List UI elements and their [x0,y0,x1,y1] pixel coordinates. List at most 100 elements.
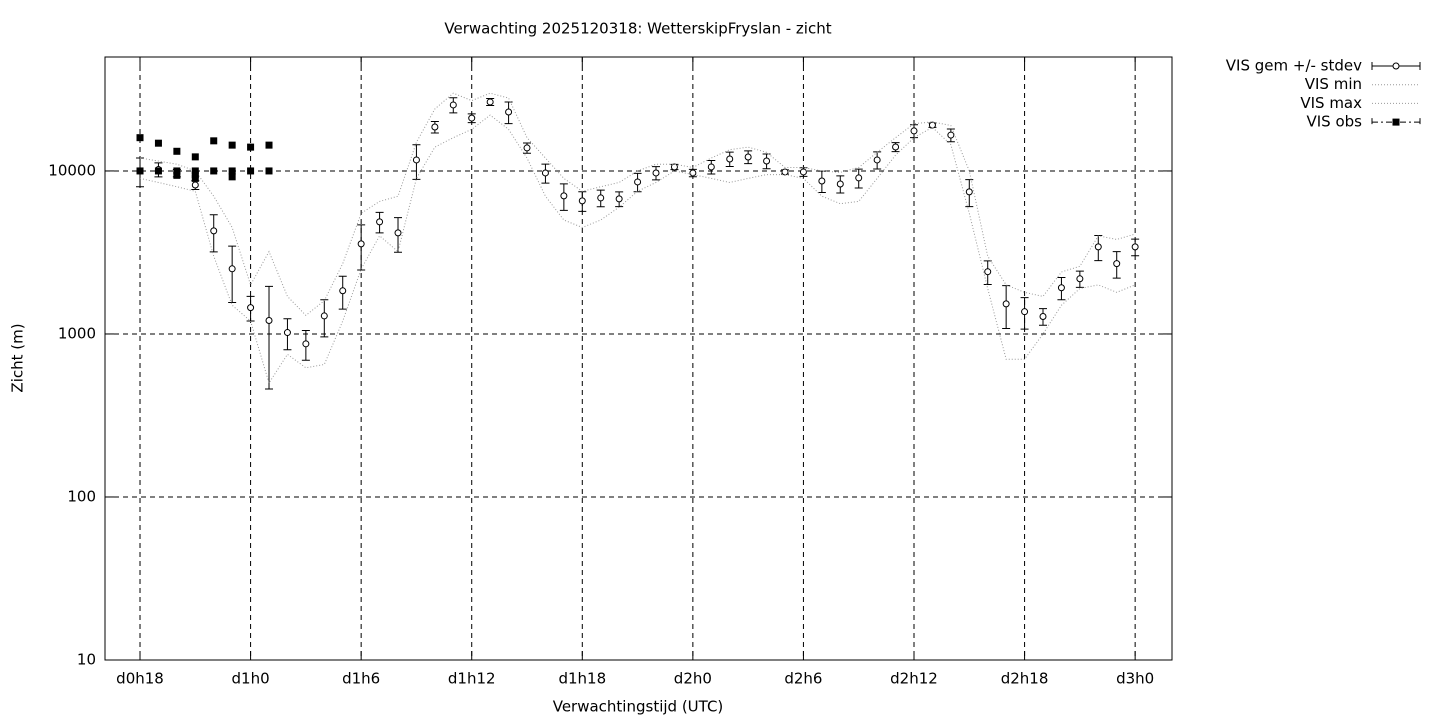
mean-point [818,177,826,185]
obs-point [173,171,181,179]
mean-point [541,169,549,177]
mean-point [597,194,605,202]
mean-point [339,287,347,295]
mean-point [855,174,863,182]
mean-point [468,114,476,122]
obs-point [228,173,236,181]
mean-point [781,168,789,176]
error-bar [228,245,237,303]
mean-point [947,131,955,139]
obs-point [210,167,218,175]
mean-point [836,180,844,188]
obs-point [173,147,181,155]
obs-point [191,167,199,175]
x-tick-label: d2h0 [674,670,712,688]
error-bar [265,285,274,390]
mean-point [449,101,457,109]
mean-point [744,153,752,161]
obs-point [154,139,162,147]
mean-point [1021,308,1029,316]
obs-point [228,141,236,149]
mean-point [191,181,199,189]
obs-point [191,171,199,179]
mean-point [799,168,807,176]
legend-swatch [1392,118,1400,126]
mean-point [928,121,936,129]
y-tick-label: 100 [67,487,96,505]
mean-point [228,265,236,273]
mean-point [320,312,328,320]
mean-point [431,123,439,131]
obs-point [228,167,236,175]
x-tick-label: d2h12 [890,670,938,688]
mean-point [560,192,568,200]
mean-point [873,156,881,164]
obs-point [247,167,255,175]
mean-point [486,98,494,106]
y-axis-label: Zicht (m) [9,323,27,392]
mean-point [670,163,678,171]
mean-point [523,144,531,152]
mean-point [412,156,420,164]
mean-point [376,218,384,226]
mean-point [394,229,402,237]
mean-point [1113,260,1121,268]
legend-label: VIS gem +/- stdev [1226,57,1362,75]
mean-point [1076,275,1084,283]
obs-point [191,174,199,182]
obs-point [136,167,144,175]
y-tick-label: 1000 [58,324,96,342]
mean-point [652,169,660,177]
obs-point [265,141,273,149]
x-tick-label: d0h18 [116,670,164,688]
obs-point [265,167,273,175]
mean-point [302,340,310,348]
chart-title: Verwachting 2025120318: WetterskipFrysla… [444,20,831,38]
x-tick-label: d3h0 [1116,670,1154,688]
mean-point [1094,243,1102,251]
mean-point [726,155,734,163]
legend-label: VIS obs [1307,113,1363,131]
x-axis-label: Verwachtingstijd (UTC) [553,698,724,716]
y-tick-label: 10000 [48,161,96,179]
obs-point [136,134,144,142]
error-bar [357,224,366,271]
mean-point [634,178,642,186]
y-tick-label: 10 [77,651,96,669]
mean-point [965,188,973,196]
mean-point [1039,312,1047,320]
x-tick-label: d1h6 [342,670,380,688]
obs-point [173,167,181,175]
x-tick-label: d1h0 [232,670,270,688]
legend-label: VIS min [1305,75,1362,93]
mean-point [707,163,715,171]
x-tick-label: d1h12 [448,670,496,688]
plot-frame [104,56,1173,661]
mean-point [505,108,513,116]
x-tick-label: d2h18 [1001,670,1049,688]
obs-point [247,143,255,151]
mean-point [1131,243,1139,251]
mean-point [1057,284,1065,292]
mean-point [763,157,771,165]
mean-point [578,197,586,205]
mean-point [210,227,218,235]
legend-swatch [1392,62,1400,70]
obs-point [154,167,162,175]
mean-point [283,329,291,337]
mean-point [1002,300,1010,308]
mean-point [984,268,992,276]
legend-label: VIS max [1300,94,1362,112]
obs-point [210,137,218,145]
mean-point [247,304,255,312]
mean-point [615,195,623,203]
x-tick-label: d1h18 [558,670,606,688]
mean-point [689,169,697,177]
mean-point [357,240,365,248]
x-tick-label: d2h6 [784,670,822,688]
mean-point [265,316,273,324]
obs-point [191,153,199,161]
mean-point [892,143,900,151]
